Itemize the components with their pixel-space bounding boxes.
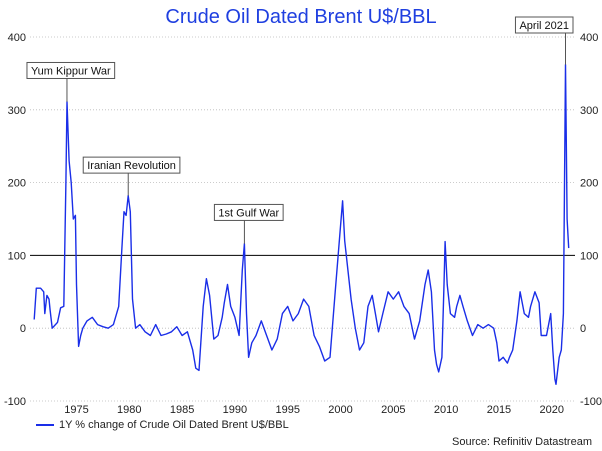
y-tick-label-left: -100 — [4, 396, 26, 408]
annotation-label: April 2021 — [519, 20, 569, 32]
y-tick-label-left: 0 — [20, 323, 26, 335]
source-note: Source: Refinitiv Datastream — [452, 436, 592, 448]
annotation-label: Yum Kippur War — [31, 65, 111, 77]
x-tick-labels: 1975 1980 1985 1990 1995 2000 2005 2010 2015 2020 — [64, 404, 564, 416]
annotation-box — [82, 156, 181, 174]
annotation-label: Iranian Revolution — [87, 160, 176, 172]
x-tick-label: 1990 — [223, 404, 247, 416]
y-tick-label-right: -100 — [580, 396, 602, 408]
legend-label: 1Y % change of Crude Oil Dated Brent U$/… — [59, 419, 289, 431]
y-tick-label-left: 100 — [8, 250, 26, 262]
annotation-box — [514, 16, 574, 34]
x-tick-label: 2005 — [381, 404, 405, 416]
annotation-label: 1st Gulf War — [218, 207, 279, 219]
y-tick-label-right: 200 — [580, 178, 598, 190]
x-tick-label: 1985 — [170, 404, 194, 416]
annotation-box — [213, 203, 284, 221]
x-tick-label: 2000 — [328, 404, 352, 416]
y-tick-label-right: 400 — [580, 32, 598, 44]
legend-swatch — [36, 424, 54, 426]
annotations: Yum Kippur War Iranian Revolution 1st Gulf… — [26, 16, 574, 244]
y-tick-label-left: 300 — [8, 105, 26, 117]
annotation-box — [26, 61, 116, 79]
y-tick-label-right: 100 — [580, 250, 598, 262]
y-tick-label-right: 300 — [580, 105, 598, 117]
series-group — [33, 64, 570, 385]
x-tick-label: 1975 — [64, 404, 88, 416]
y-tick-labels: 400 400 300 300 200 200 100 100 0 0 -100 -100 — [4, 32, 602, 408]
x-tick-label: 2020 — [540, 404, 564, 416]
chart-title: Crude Oil Dated Brent U$/BBL — [165, 6, 437, 28]
series-line — [33, 64, 570, 385]
y-tick-label-left: 200 — [8, 178, 26, 190]
legend: 1Y % change of Crude Oil Dated Brent U$/… — [36, 419, 289, 431]
x-tick-label: 1980 — [117, 404, 141, 416]
x-tick-label: 1995 — [275, 404, 299, 416]
grid-lines — [30, 36, 575, 402]
y-tick-label-left: 400 — [8, 32, 26, 44]
y-tick-label-right: 0 — [580, 323, 586, 335]
x-tick-label: 2010 — [434, 404, 458, 416]
x-tick-label: 2015 — [487, 404, 511, 416]
